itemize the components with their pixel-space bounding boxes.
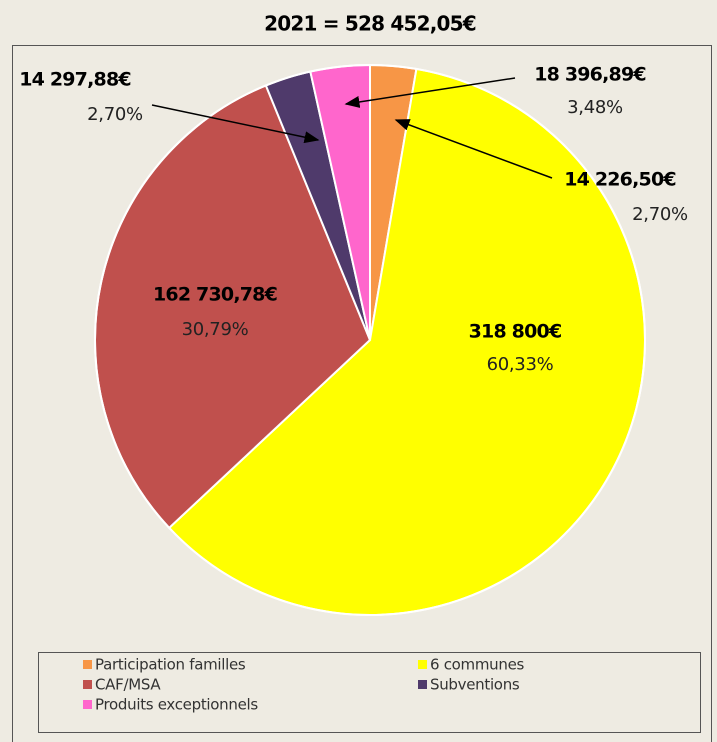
legend-swatch (83, 660, 92, 669)
percent-label: 2,70% (87, 104, 143, 125)
legend-label: CAF/MSA (95, 676, 161, 694)
amount-label: 18 396,89€ (534, 64, 646, 86)
amount-label: 14 297,88€ (19, 69, 131, 91)
amount-label: 318 800€ (469, 321, 562, 343)
legend-label: Produits exceptionnels (95, 696, 258, 714)
percent-label: 3,48% (567, 97, 623, 118)
pie: 14 226,50€ 2,70% 318 800€ 60,33% 162 730,78€… (19, 64, 688, 616)
legend-label: Participation familles (95, 656, 246, 674)
legend-box (38, 652, 701, 733)
callouts (151, 77, 553, 179)
callout-arrow (151, 104, 320, 144)
percent-label: 30,79% (182, 319, 249, 340)
amount-label: 14 226,50€ (564, 169, 676, 191)
legend: Participation familles 6 communes CAF/MSA S… (83, 656, 525, 714)
amount-label: 162 730,78€ (153, 284, 277, 306)
callout-arrow (394, 119, 553, 179)
plot-frame (12, 45, 712, 742)
callout-arrow (344, 77, 516, 108)
percent-label: 60,33% (487, 354, 554, 375)
percent-label: 2,70% (632, 204, 688, 225)
pie-outline (94, 64, 646, 616)
legend-swatch (83, 680, 92, 689)
legend-label: Subventions (430, 676, 520, 694)
chart-title: 2021 = 528 452,05€ (264, 12, 476, 36)
legend-swatch (418, 660, 427, 669)
legend-swatch (83, 700, 92, 709)
legend-label: 6 communes (430, 656, 525, 674)
legend-swatch (418, 680, 427, 689)
